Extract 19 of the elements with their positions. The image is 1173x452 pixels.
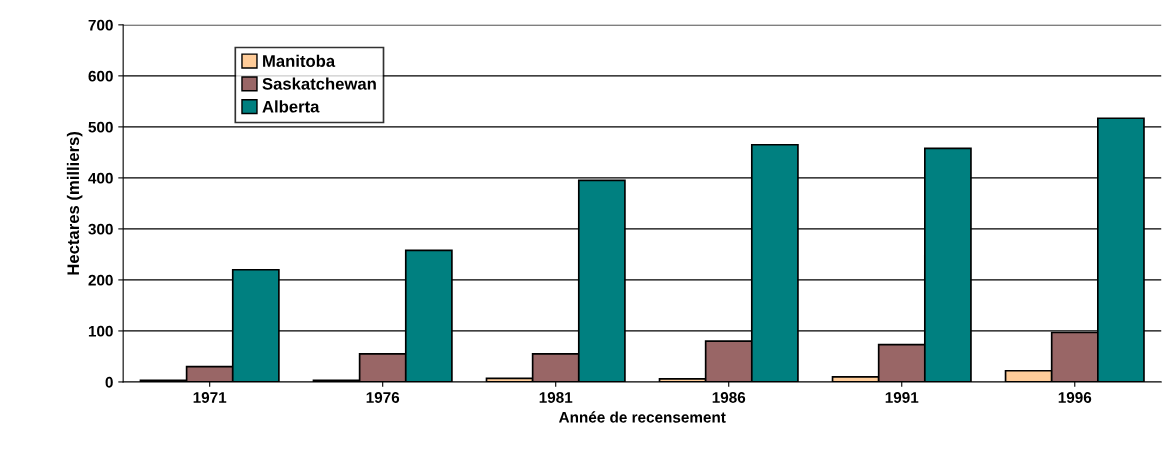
y-tick-label: 300 (88, 223, 113, 235)
x-tick-label: 1971 (193, 392, 227, 403)
legend-label: Saskatchewan (262, 77, 376, 90)
y-tick-label: 500 (88, 121, 113, 133)
y-tick-label: 200 (88, 274, 113, 286)
y-tick-label: 400 (88, 172, 113, 184)
x-tick-label: 1976 (366, 392, 400, 403)
y-axis-title: Hectares (milliers) (66, 131, 83, 275)
x-tick-label: 1986 (712, 392, 746, 403)
legend-label: Manitoba (263, 54, 336, 67)
y-tick-label: 600 (88, 70, 113, 82)
legend-label: Alberta (262, 100, 320, 113)
x-tick-label: 1991 (885, 392, 919, 403)
x-axis-title: Année de recensement (558, 411, 726, 423)
x-tick-label: 1996 (1058, 392, 1092, 403)
y-tick-label: 0 (105, 376, 113, 388)
y-tick-label: 700 (88, 19, 113, 31)
y-tick-label: 100 (88, 325, 113, 337)
x-tick-label: 1981 (539, 392, 573, 403)
